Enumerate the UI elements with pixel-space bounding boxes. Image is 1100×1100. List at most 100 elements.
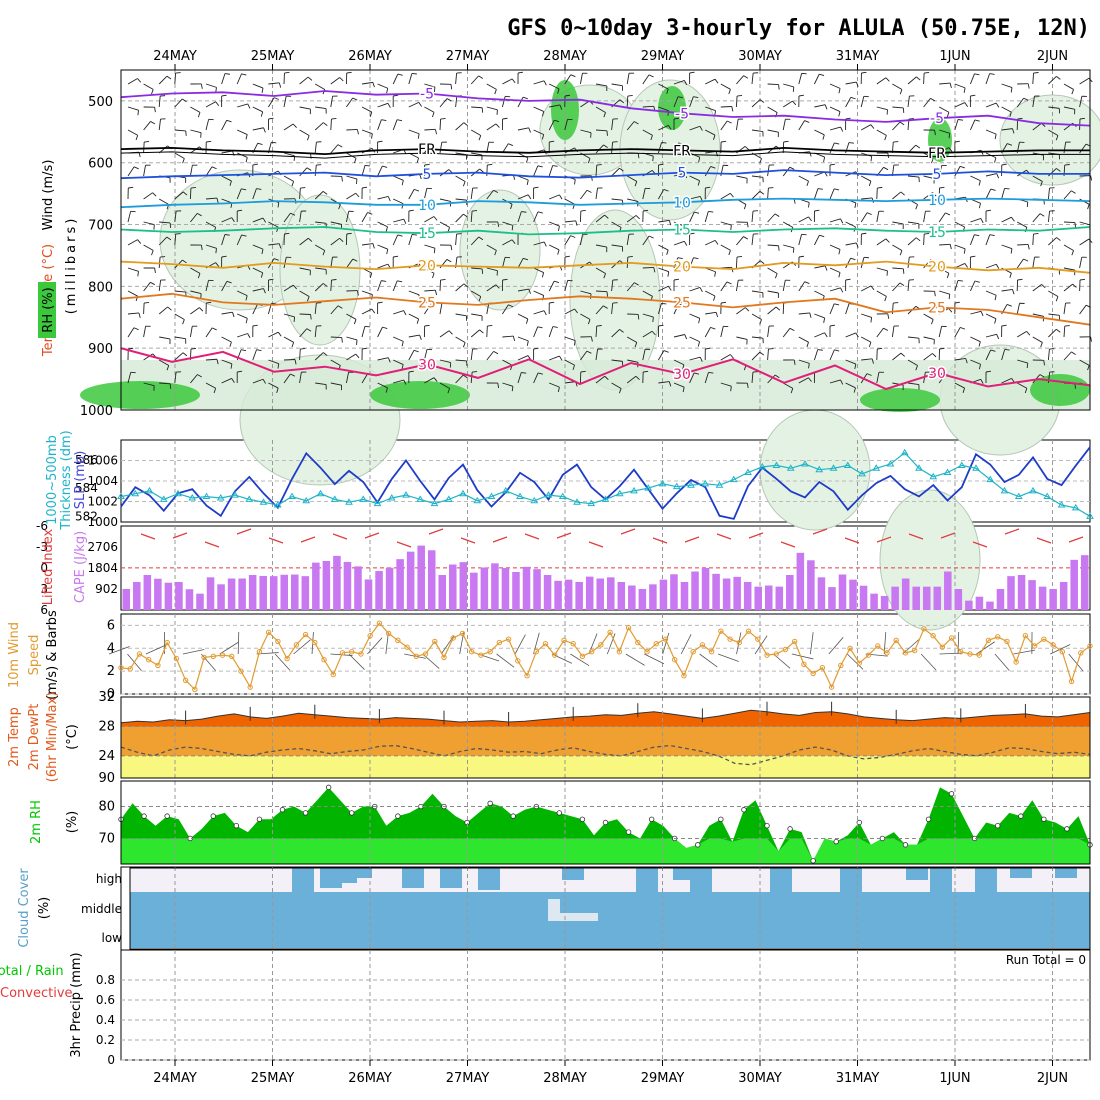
wind-barb: [314, 122, 324, 131]
wind-barb: [548, 326, 554, 338]
wind-barb: [174, 191, 184, 200]
wind-barb: [174, 290, 186, 293]
wind-barb: [190, 307, 200, 315]
wind-barb: [314, 326, 317, 338]
wind-barb: [954, 301, 960, 304]
wind-barb: [352, 97, 358, 101]
thickness-marker: [202, 492, 211, 500]
lifted-index-line: [972, 541, 988, 548]
rh-marker: [1041, 816, 1047, 823]
wind-barb: [174, 98, 183, 108]
wind-barb: [626, 234, 630, 246]
wind-barb: [1047, 349, 1050, 361]
cloud-high-bar: [1055, 868, 1077, 878]
wind-barb: [1023, 97, 1029, 101]
wind10-marker: [155, 662, 161, 669]
cape-bar: [680, 582, 689, 610]
wind-barb: [377, 221, 388, 228]
wind-barb: [855, 332, 859, 338]
cloud-low-label: low: [102, 931, 123, 945]
wind-barb: [954, 280, 959, 292]
wind-barb: [978, 341, 981, 347]
wind-barb: [486, 284, 497, 292]
frame-upper: [120, 69, 1091, 411]
wind-barb: [743, 75, 749, 79]
wind-barb: [393, 255, 399, 258]
isotherm-line: [120, 169, 1090, 180]
wind-barb: [174, 152, 185, 159]
wind10-barb: [182, 649, 205, 655]
wind-barb: [553, 280, 560, 284]
wind-barb: [974, 280, 980, 283]
wind-barb: [737, 95, 743, 97]
wind10-barb: [920, 653, 937, 671]
wind-barb: [945, 212, 951, 216]
wind-barb: [216, 359, 219, 365]
wind-barb: [417, 294, 420, 300]
wind-barb: [1016, 97, 1025, 108]
wind-barb: [642, 349, 646, 361]
cape-bar: [859, 585, 868, 610]
wind-barb: [580, 350, 588, 361]
wind-barb: [829, 267, 841, 273]
wind-barb: [330, 96, 334, 108]
wind-barb: [684, 173, 688, 179]
wind-barb: [603, 112, 606, 118]
wind-barb: [798, 359, 810, 364]
wind-barb: [127, 78, 138, 85]
wind-barb: [159, 336, 171, 340]
wind-barb: [642, 235, 650, 246]
thickness-marker: [245, 495, 254, 502]
wind-barb: [221, 378, 232, 384]
wind-barb: [455, 213, 464, 223]
wind-barb: [386, 249, 389, 255]
wind-barb: [829, 163, 836, 166]
wind10-marker: [718, 628, 724, 634]
wind-barb: [767, 187, 769, 200]
wind-barb: [502, 117, 508, 120]
wind-barb: [611, 167, 620, 177]
wind-barb: [663, 350, 669, 353]
wind10-marker: [164, 639, 170, 646]
thickness-tick-label: 586: [75, 453, 98, 467]
wind-barb: [152, 192, 157, 197]
wind10-marker: [902, 650, 909, 656]
wind-barb: [338, 204, 341, 210]
wind-barb: [697, 341, 701, 347]
wind-barb: [261, 249, 264, 255]
wind-barb: [774, 213, 780, 217]
wind-barb: [190, 290, 202, 294]
wind-barb: [1016, 330, 1027, 338]
wind-barb: [1001, 128, 1013, 131]
thickness-marker: [501, 486, 510, 494]
wind-barb: [377, 102, 389, 108]
cape-bar: [996, 589, 1005, 610]
wind-barb: [385, 226, 388, 232]
wind-barb: [751, 351, 761, 361]
wind-barb: [353, 319, 357, 325]
wind-barb: [127, 211, 132, 223]
wind-barb: [439, 382, 450, 389]
wind-barb: [252, 324, 258, 327]
wind-barb: [694, 211, 700, 214]
rh-shading: [459, 189, 541, 311]
wind-barb: [252, 127, 264, 131]
wind-barb: [767, 129, 779, 133]
wind10-marker: [1031, 643, 1038, 649]
wind-barb: [814, 332, 825, 338]
wind-barb: [455, 234, 458, 246]
rh-marker: [648, 816, 655, 823]
wind10-marker: [847, 645, 853, 651]
wind-barb: [814, 290, 825, 297]
wind-barb: [814, 209, 820, 212]
wind-barb: [705, 186, 711, 189]
wind-barb: [1055, 296, 1059, 302]
wind-barb: [237, 103, 248, 108]
rh-fill-lower: [121, 838, 1090, 864]
wind-barb: [330, 382, 342, 386]
wind-barb: [704, 372, 709, 384]
thickness-marker: [915, 464, 923, 471]
cape-bar: [333, 555, 341, 610]
wind-barb: [564, 359, 575, 366]
